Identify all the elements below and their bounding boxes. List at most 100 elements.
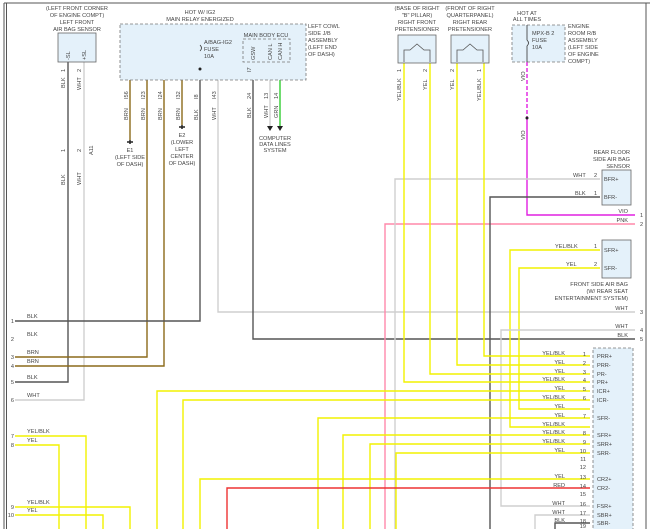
air-bag-ecu-connector — [592, 347, 634, 529]
wire-pin18 — [554, 522, 590, 529]
edge-ref-number: 2 — [640, 222, 643, 228]
svg-text:1: 1 — [397, 69, 403, 72]
wire-color-label: YEL/BLK — [542, 439, 565, 445]
wire-pin14 — [226, 487, 590, 529]
svg-text:10A: 10A — [532, 45, 542, 51]
svg-text:DATA LINES: DATA LINES — [259, 142, 291, 148]
svg-text:2: 2 — [77, 69, 83, 72]
wire-color-label: BLK — [554, 518, 565, 524]
wire-blk-2 — [252, 62, 635, 340]
pin-name: SBR- — [597, 521, 611, 527]
wire-color-label: WHT — [264, 105, 270, 118]
wire-pin17 — [534, 514, 590, 529]
svg-text:ROOM R/B: ROOM R/B — [568, 31, 597, 37]
pin-name: CR2+ — [597, 477, 611, 483]
edge-ref-number: 2 — [11, 337, 14, 343]
svg-text:YEL: YEL — [450, 79, 456, 90]
svg-text:ASSEMBLY: ASSEMBLY — [568, 38, 598, 44]
wire-pnk — [384, 223, 635, 529]
ecu-connector-pins: YEL/BLK 1 PRR+ YEL 2 PRR- YEL 3 PR- YEL/BLK 4 PR+ YE… — [542, 351, 612, 529]
wire-color-label: YEL/BLK — [542, 377, 565, 383]
svg-text:QUARTERPANEL): QUARTERPANEL) — [446, 13, 493, 19]
pin-name: SBR+ — [597, 513, 612, 519]
wire-wht-lf-sensor — [15, 62, 85, 401]
svg-text:A11: A11 — [89, 145, 95, 155]
svg-text:YEL/BLK: YEL/BLK — [477, 78, 483, 101]
svg-text:BLK: BLK — [575, 191, 586, 197]
wire-pin4 — [403, 62, 590, 383]
edge-ref-number: 8 — [11, 443, 14, 449]
wire-color-label: YEL/BLK — [542, 351, 565, 357]
svg-text:OF DASH): OF DASH) — [308, 52, 335, 58]
pin-number: I56 — [124, 91, 130, 99]
svg-text:COMPT): COMPT) — [568, 59, 590, 65]
svg-text:FRONT SIDE AIR BAG: FRONT SIDE AIR BAG — [570, 282, 628, 288]
svg-text:(LOWER: (LOWER — [171, 140, 193, 146]
wire-color-label: BLK — [247, 107, 253, 118]
wire-color-label: YEL — [554, 404, 565, 410]
wire-color-label: YEL — [554, 448, 565, 454]
svg-text:E1: E1 — [127, 148, 134, 154]
svg-text:SFR+: SFR+ — [604, 248, 618, 254]
pin-number: 24 — [247, 93, 253, 99]
wire-color-label: YEL — [554, 360, 565, 366]
wire-color-label: BRN — [27, 359, 39, 365]
svg-text:LEFT FRONT: LEFT FRONT — [60, 20, 95, 26]
svg-text:SYSTEM: SYSTEM — [263, 148, 286, 154]
svg-text:ENGINE: ENGINE — [568, 24, 590, 30]
wire-color-label: GRN — [274, 106, 280, 118]
svg-text:+SL: +SL — [82, 50, 88, 60]
svg-text:(W/ REAR SEAT: (W/ REAR SEAT — [586, 289, 628, 295]
pin-number: 13 — [580, 475, 586, 481]
pin-name: SRR+ — [597, 442, 612, 448]
svg-text:(LEFT END: (LEFT END — [308, 45, 337, 51]
wire-color-label: VIO — [618, 209, 628, 215]
svg-text:SFR-: SFR- — [604, 266, 617, 272]
pin-number: 5 — [583, 387, 586, 393]
wire-color-label: YEL — [27, 508, 38, 514]
pin-number: I43 — [212, 91, 218, 99]
wire-color-label: WHT — [552, 510, 565, 516]
wire-color-label: YEL — [27, 438, 38, 444]
ground-icon — [179, 125, 185, 129]
wire-color-label: YEL/BLK — [542, 430, 565, 436]
ground-e1: E1 (LEFT SIDE OF DASH) — [115, 140, 145, 168]
svg-text:BLK: BLK — [61, 77, 67, 88]
svg-text:BLK: BLK — [61, 174, 67, 185]
wire-color-label: YEL — [554, 413, 565, 419]
wire-brn-3 — [15, 80, 148, 358]
svg-text:"B" PILLAR): "B" PILLAR) — [402, 13, 433, 19]
wire-color-label: YEL/BLK — [542, 422, 565, 428]
wire-left-7 — [15, 435, 87, 529]
wire-color-label: YEL/BLK — [27, 429, 50, 435]
wire-pin1 — [483, 62, 590, 357]
front-side-air-bag: SFR+ SFR- 1 2 YEL/BLK YEL FRONT SIDE AIR… — [555, 239, 632, 302]
svg-text:MAIN RELAY ENERGIZED: MAIN RELAY ENERGIZED — [166, 17, 234, 23]
pin-number: I23 — [141, 91, 147, 99]
svg-text:SENSOR: SENSOR — [606, 164, 630, 170]
relay-pin-labels: I56 BRN I23 BRN I24 BRN I32 BRN I8 BLK I43 WHT 24 BLK… — [124, 67, 280, 120]
svg-text:CAN H: CAN H — [278, 43, 284, 60]
svg-text:2: 2 — [594, 173, 597, 179]
svg-text:FUSE: FUSE — [204, 47, 219, 53]
edge-ref-number: 1 — [11, 319, 14, 325]
wire-color-label: YEL/BLK — [27, 500, 50, 506]
svg-text:YEL: YEL — [566, 262, 577, 268]
svg-text:A/BAG-IG2: A/BAG-IG2 — [204, 40, 232, 46]
edge-ref-number: 4 — [11, 364, 14, 370]
svg-text:VIO: VIO — [521, 130, 527, 140]
wire-color-label: WHT — [552, 501, 565, 507]
wire-color-label: BLK — [617, 333, 628, 339]
svg-text:FUSE: FUSE — [532, 38, 547, 44]
wire-color-label: YEL — [554, 386, 565, 392]
pin-number: 14 — [274, 93, 280, 99]
svg-text:(LEFT FRONT CORNER: (LEFT FRONT CORNER — [46, 6, 108, 12]
pin-name: PRR- — [597, 363, 611, 369]
wire-color-label: BRN — [124, 108, 130, 120]
svg-text:WHT: WHT — [77, 77, 83, 90]
svg-text:LEFT: LEFT — [175, 147, 189, 153]
ground-e2: E2 (LOWER LEFT CENTER OF DASH) — [169, 125, 195, 167]
svg-text:ENTERTAINMENT SYSTEM): ENTERTAINMENT SYSTEM) — [555, 296, 628, 302]
pin-number: 9 — [583, 440, 586, 446]
pin-name: CR2- — [597, 486, 610, 492]
